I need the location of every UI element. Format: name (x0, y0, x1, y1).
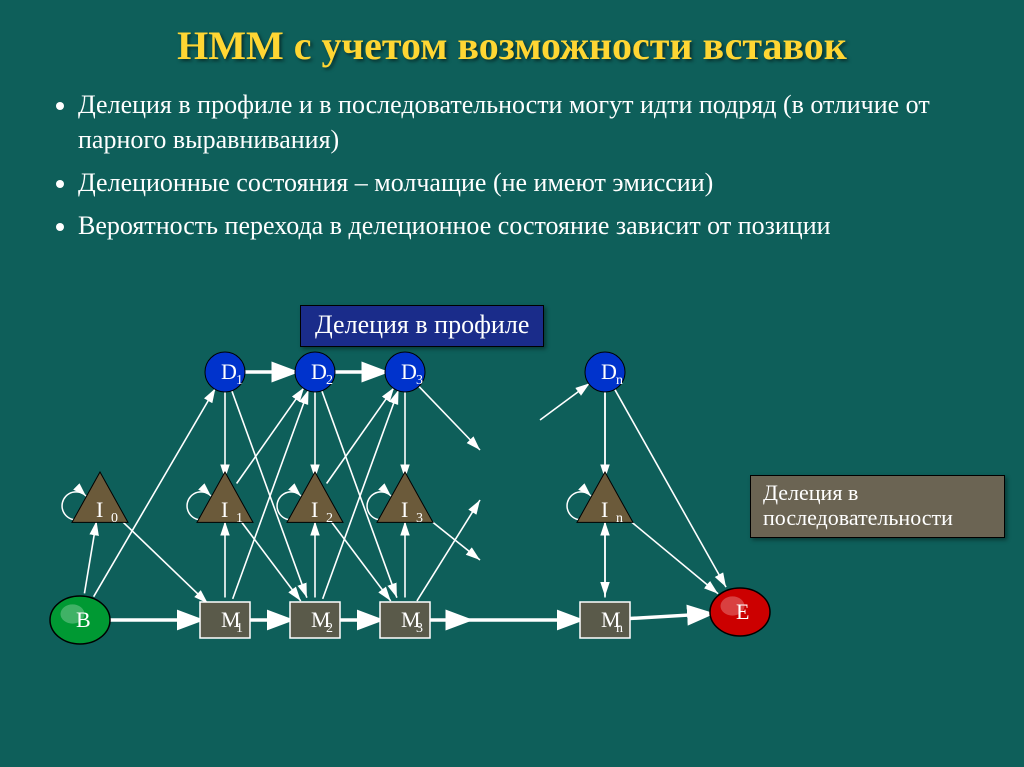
node-I2: I2 (287, 472, 343, 526)
svg-text:1: 1 (236, 373, 243, 388)
svg-text:3: 3 (416, 511, 423, 526)
node-D2: D2 (295, 352, 335, 392)
svg-text:D: D (311, 359, 327, 384)
node-D3: D3 (385, 352, 425, 392)
svg-text:2: 2 (326, 511, 333, 526)
svg-text:D: D (401, 359, 417, 384)
svg-text:I: I (96, 497, 103, 522)
svg-text:2: 2 (326, 621, 333, 636)
node-E: E (710, 588, 770, 636)
svg-text:I: I (601, 497, 608, 522)
svg-text:I: I (221, 497, 228, 522)
svg-text:2: 2 (326, 373, 333, 388)
svg-text:B: B (76, 607, 91, 632)
node-Mn: Mn (580, 602, 630, 638)
node-M3: M3 (380, 602, 430, 638)
svg-text:n: n (616, 621, 623, 636)
bullet-list: Делеция в профиле и в последовательности… (50, 87, 1024, 243)
svg-text:D: D (221, 359, 237, 384)
bullet-item: Делеционные состояния – молчащие (не име… (78, 165, 1024, 200)
svg-text:0: 0 (111, 511, 118, 526)
bullet-item: Делеция в профиле и в последовательности… (78, 87, 1024, 157)
svg-text:D: D (601, 359, 617, 384)
node-I0: I0 (72, 472, 128, 526)
svg-text:1: 1 (236, 621, 243, 636)
bullet-item: Вероятность перехода в делеционное состо… (78, 208, 1024, 243)
svg-text:n: n (616, 511, 623, 526)
node-Dn: Dn (585, 352, 625, 392)
svg-text:3: 3 (416, 621, 423, 636)
svg-text:I: I (401, 497, 408, 522)
node-B: B (50, 596, 110, 644)
svg-text:1: 1 (236, 511, 243, 526)
svg-text:3: 3 (416, 373, 423, 388)
hmm-diagram: BEM1M2M3MnI0I1I2I3InD1D2D3Dn (0, 300, 1024, 760)
node-M2: M2 (290, 602, 340, 638)
slide-title: HMM с учетом возможности вставок (0, 0, 1024, 69)
node-In: In (577, 472, 633, 526)
node-I3: I3 (377, 472, 433, 526)
svg-text:n: n (616, 373, 623, 388)
node-D1: D1 (205, 352, 245, 392)
node-I1: I1 (197, 472, 253, 526)
svg-text:E: E (736, 599, 749, 624)
node-M1: M1 (200, 602, 250, 638)
svg-text:I: I (311, 497, 318, 522)
